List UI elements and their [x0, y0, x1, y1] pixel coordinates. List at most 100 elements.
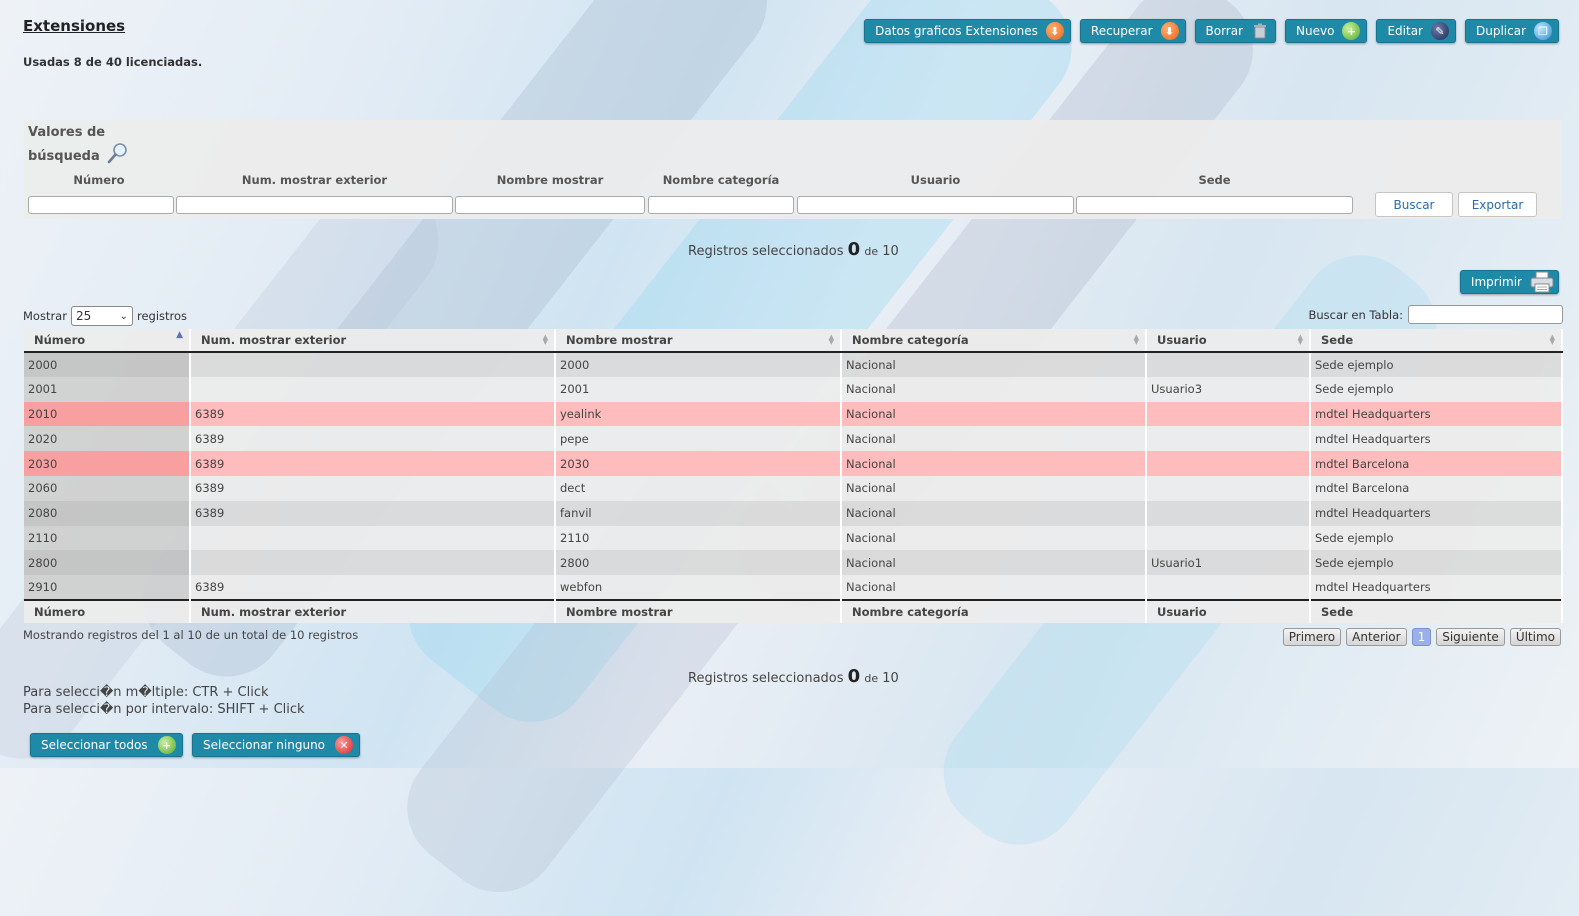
col-header-numero[interactable]: Número ▲: [24, 329, 191, 353]
duplicar-label: Duplicar: [1475, 24, 1526, 38]
table-row[interactable]: 2000 2000 Nacional Sede ejemplo: [24, 352, 1563, 377]
sort-icon: ▲ ▼: [1297, 333, 1303, 346]
table-row[interactable]: 2110 2110 Nacional Sede ejemplo: [24, 525, 1563, 551]
cell-sede: Sede ejemplo: [1310, 525, 1563, 551]
search-panel-title-text: Valores de búsqueda: [28, 125, 106, 164]
exportar-button[interactable]: Exportar: [1458, 192, 1537, 217]
pager-last-button[interactable]: Último: [1509, 628, 1561, 646]
selected-count-value: 0: [847, 666, 861, 687]
cell-sede: mdtel Headquarters: [1310, 500, 1563, 526]
download-arrow-icon: ⬇: [1160, 22, 1179, 40]
page-length-control: Mostrar 25 ⌄ registros: [23, 306, 187, 326]
cell-numero: 2800: [24, 550, 191, 576]
table-row[interactable]: 2060 6389 dect Nacional mdtel Barcelona: [24, 475, 1563, 501]
col-footer-num-exterior: Num. mostrar exterior: [190, 598, 556, 623]
col-header-label: Sede: [1321, 333, 1354, 347]
cell-num-exterior: [190, 525, 556, 551]
search-input-categoria[interactable]: [648, 196, 794, 214]
search-input-numero[interactable]: [28, 196, 174, 214]
col-header-usuario[interactable]: Usuario ▲ ▼: [1146, 329, 1311, 353]
chevron-down-icon: ⌄: [119, 310, 128, 322]
cell-usuario: [1146, 500, 1311, 526]
nuevo-label: Nuevo: [1296, 24, 1335, 38]
page-length-select[interactable]: 25 ⌄: [70, 306, 133, 326]
col-header-categoria[interactable]: Nombre categoría ▲ ▼: [841, 329, 1147, 353]
select-all-button[interactable]: Seleccionar todos +: [30, 733, 183, 757]
selected-prefix: Registros seleccionados: [688, 671, 844, 686]
col-footer-sede: Sede: [1310, 598, 1563, 623]
borrar-button[interactable]: Borrar: [1194, 19, 1277, 43]
cell-categoria: Nacional: [841, 475, 1147, 501]
search-input-usuario[interactable]: [797, 196, 1074, 214]
sort-icon: ▲ ▼: [1549, 333, 1555, 346]
buscar-button[interactable]: Buscar: [1375, 192, 1453, 217]
cell-sede: mdtel Headquarters: [1310, 426, 1563, 452]
col-header-num-exterior[interactable]: Num. mostrar exterior ▲ ▼: [190, 329, 556, 353]
table-row[interactable]: 2020 6389 pepe Nacional mdtel Headquarters: [24, 426, 1563, 452]
cell-categoria: Nacional: [841, 500, 1147, 526]
table-row[interactable]: 2910 6389 webfon Nacional mdtel Headquarters: [24, 575, 1563, 600]
select-all-label: Seleccionar todos: [41, 738, 148, 752]
duplicar-button[interactable]: Duplicar ❐: [1464, 19, 1559, 43]
cell-numero: 2110: [24, 525, 191, 551]
select-none-label: Seleccionar ninguno: [203, 738, 326, 752]
pager-page-1-button[interactable]: 1: [1411, 628, 1432, 646]
select-none-button[interactable]: Seleccionar ninguno ✕: [192, 733, 361, 757]
cell-categoria: Nacional: [841, 426, 1147, 452]
table-row[interactable]: 2080 6389 fanvil Nacional mdtel Headquarters: [24, 500, 1563, 526]
trash-icon: [1251, 22, 1269, 40]
selected-count-top: Registros seleccionados 0 de 10: [688, 239, 899, 260]
search-panel: Valores de búsqueda Número Num. mostrar …: [24, 120, 1562, 219]
search-input-nombre-mostrar[interactable]: [455, 196, 645, 214]
cell-usuario: [1146, 426, 1311, 452]
cell-categoria: Nacional: [841, 575, 1147, 600]
selected-total: 10: [882, 244, 899, 259]
table-filter-input[interactable]: [1408, 305, 1563, 324]
length-before-label: Mostrar: [23, 309, 67, 323]
nuevo-button[interactable]: Nuevo +: [1285, 19, 1368, 43]
cell-num-exterior: 6389: [190, 401, 556, 427]
table-row[interactable]: 2001 2001 Nacional Usuario3 Sede ejemplo: [24, 376, 1563, 402]
table-row[interactable]: 2010 6389 yealink Nacional mdtel Headquarter…: [24, 401, 1563, 427]
table-row[interactable]: 2030 6389 2030 Nacional mdtel Barcelona: [24, 451, 1563, 476]
pagination: Primero Anterior 1 Siguiente Último: [1282, 628, 1561, 646]
pager-next-button[interactable]: Siguiente: [1436, 628, 1505, 646]
cell-sede: Sede ejemplo: [1310, 550, 1563, 576]
datos-graficos-button[interactable]: Datos graficos Extensiones ⬇: [864, 19, 1071, 43]
close-icon: ✕: [335, 736, 354, 754]
col-footer-nombre-mostrar: Nombre mostrar: [555, 598, 842, 623]
cell-numero: 2030: [24, 451, 191, 476]
cell-categoria: Nacional: [841, 451, 1147, 476]
plus-icon: +: [157, 736, 176, 754]
cell-usuario: [1146, 525, 1311, 551]
toolbar: Datos graficos Extensiones ⬇ Recuperar ⬇…: [864, 19, 1559, 43]
cell-categoria: Nacional: [841, 401, 1147, 427]
pager-first-button[interactable]: Primero: [1282, 628, 1342, 646]
plus-icon: +: [1342, 22, 1361, 40]
imprimir-button[interactable]: Imprimir: [1459, 270, 1559, 294]
editar-button[interactable]: Editar ✎: [1376, 19, 1456, 43]
cell-categoria: Nacional: [841, 352, 1147, 377]
cell-nombre-mostrar: 2800: [555, 550, 842, 576]
cell-numero: 2080: [24, 500, 191, 526]
col-header-nombre-mostrar[interactable]: Nombre mostrar ▲ ▼: [555, 329, 842, 353]
recuperar-button[interactable]: Recuperar ⬇: [1079, 19, 1186, 43]
cell-nombre-mostrar: webfon: [555, 575, 842, 600]
col-header-sede[interactable]: Sede ▲ ▼: [1310, 329, 1563, 353]
cell-usuario: [1146, 352, 1311, 377]
sort-asc-icon: ▲: [176, 330, 183, 340]
search-label-sede: Sede: [1198, 173, 1231, 187]
search-input-sede[interactable]: [1076, 196, 1353, 214]
col-header-label: Num. mostrar exterior: [201, 333, 347, 347]
page-title: Extensiones: [23, 17, 126, 35]
search-input-num-exterior[interactable]: [176, 196, 453, 214]
cell-numero: 2910: [24, 575, 191, 600]
pager-prev-button[interactable]: Anterior: [1346, 628, 1407, 646]
borrar-label: Borrar: [1205, 24, 1244, 38]
cell-nombre-mostrar: fanvil: [555, 500, 842, 526]
cell-nombre-mostrar: 2030: [555, 451, 842, 476]
multi-select-hint: Para selecci�n m�ltiple: CTR + Click: [23, 685, 269, 700]
sort-icon: ▲ ▼: [828, 333, 834, 346]
table-footer-row: Número Num. mostrar exterior Nombre most…: [24, 598, 1563, 623]
table-row[interactable]: 2800 2800 Nacional Usuario1 Sede ejemplo: [24, 550, 1563, 576]
